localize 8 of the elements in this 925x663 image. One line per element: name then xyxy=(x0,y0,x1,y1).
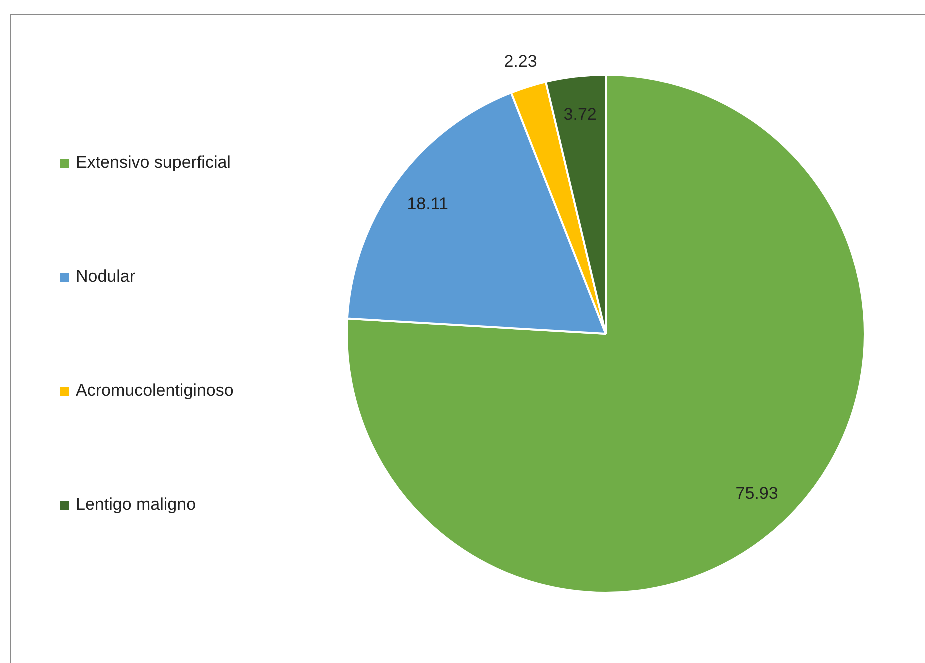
legend-label: Lentigo maligno xyxy=(76,495,196,515)
data-label: 3.72 xyxy=(564,105,597,124)
legend-label: Acromucolentiginoso xyxy=(76,381,234,401)
legend-label: Nodular xyxy=(76,267,136,287)
legend-label: Extensivo superficial xyxy=(76,153,231,173)
data-label: 2.23 xyxy=(504,52,538,71)
data-label: 75.93 xyxy=(736,484,778,503)
data-label: 18.11 xyxy=(407,194,448,214)
